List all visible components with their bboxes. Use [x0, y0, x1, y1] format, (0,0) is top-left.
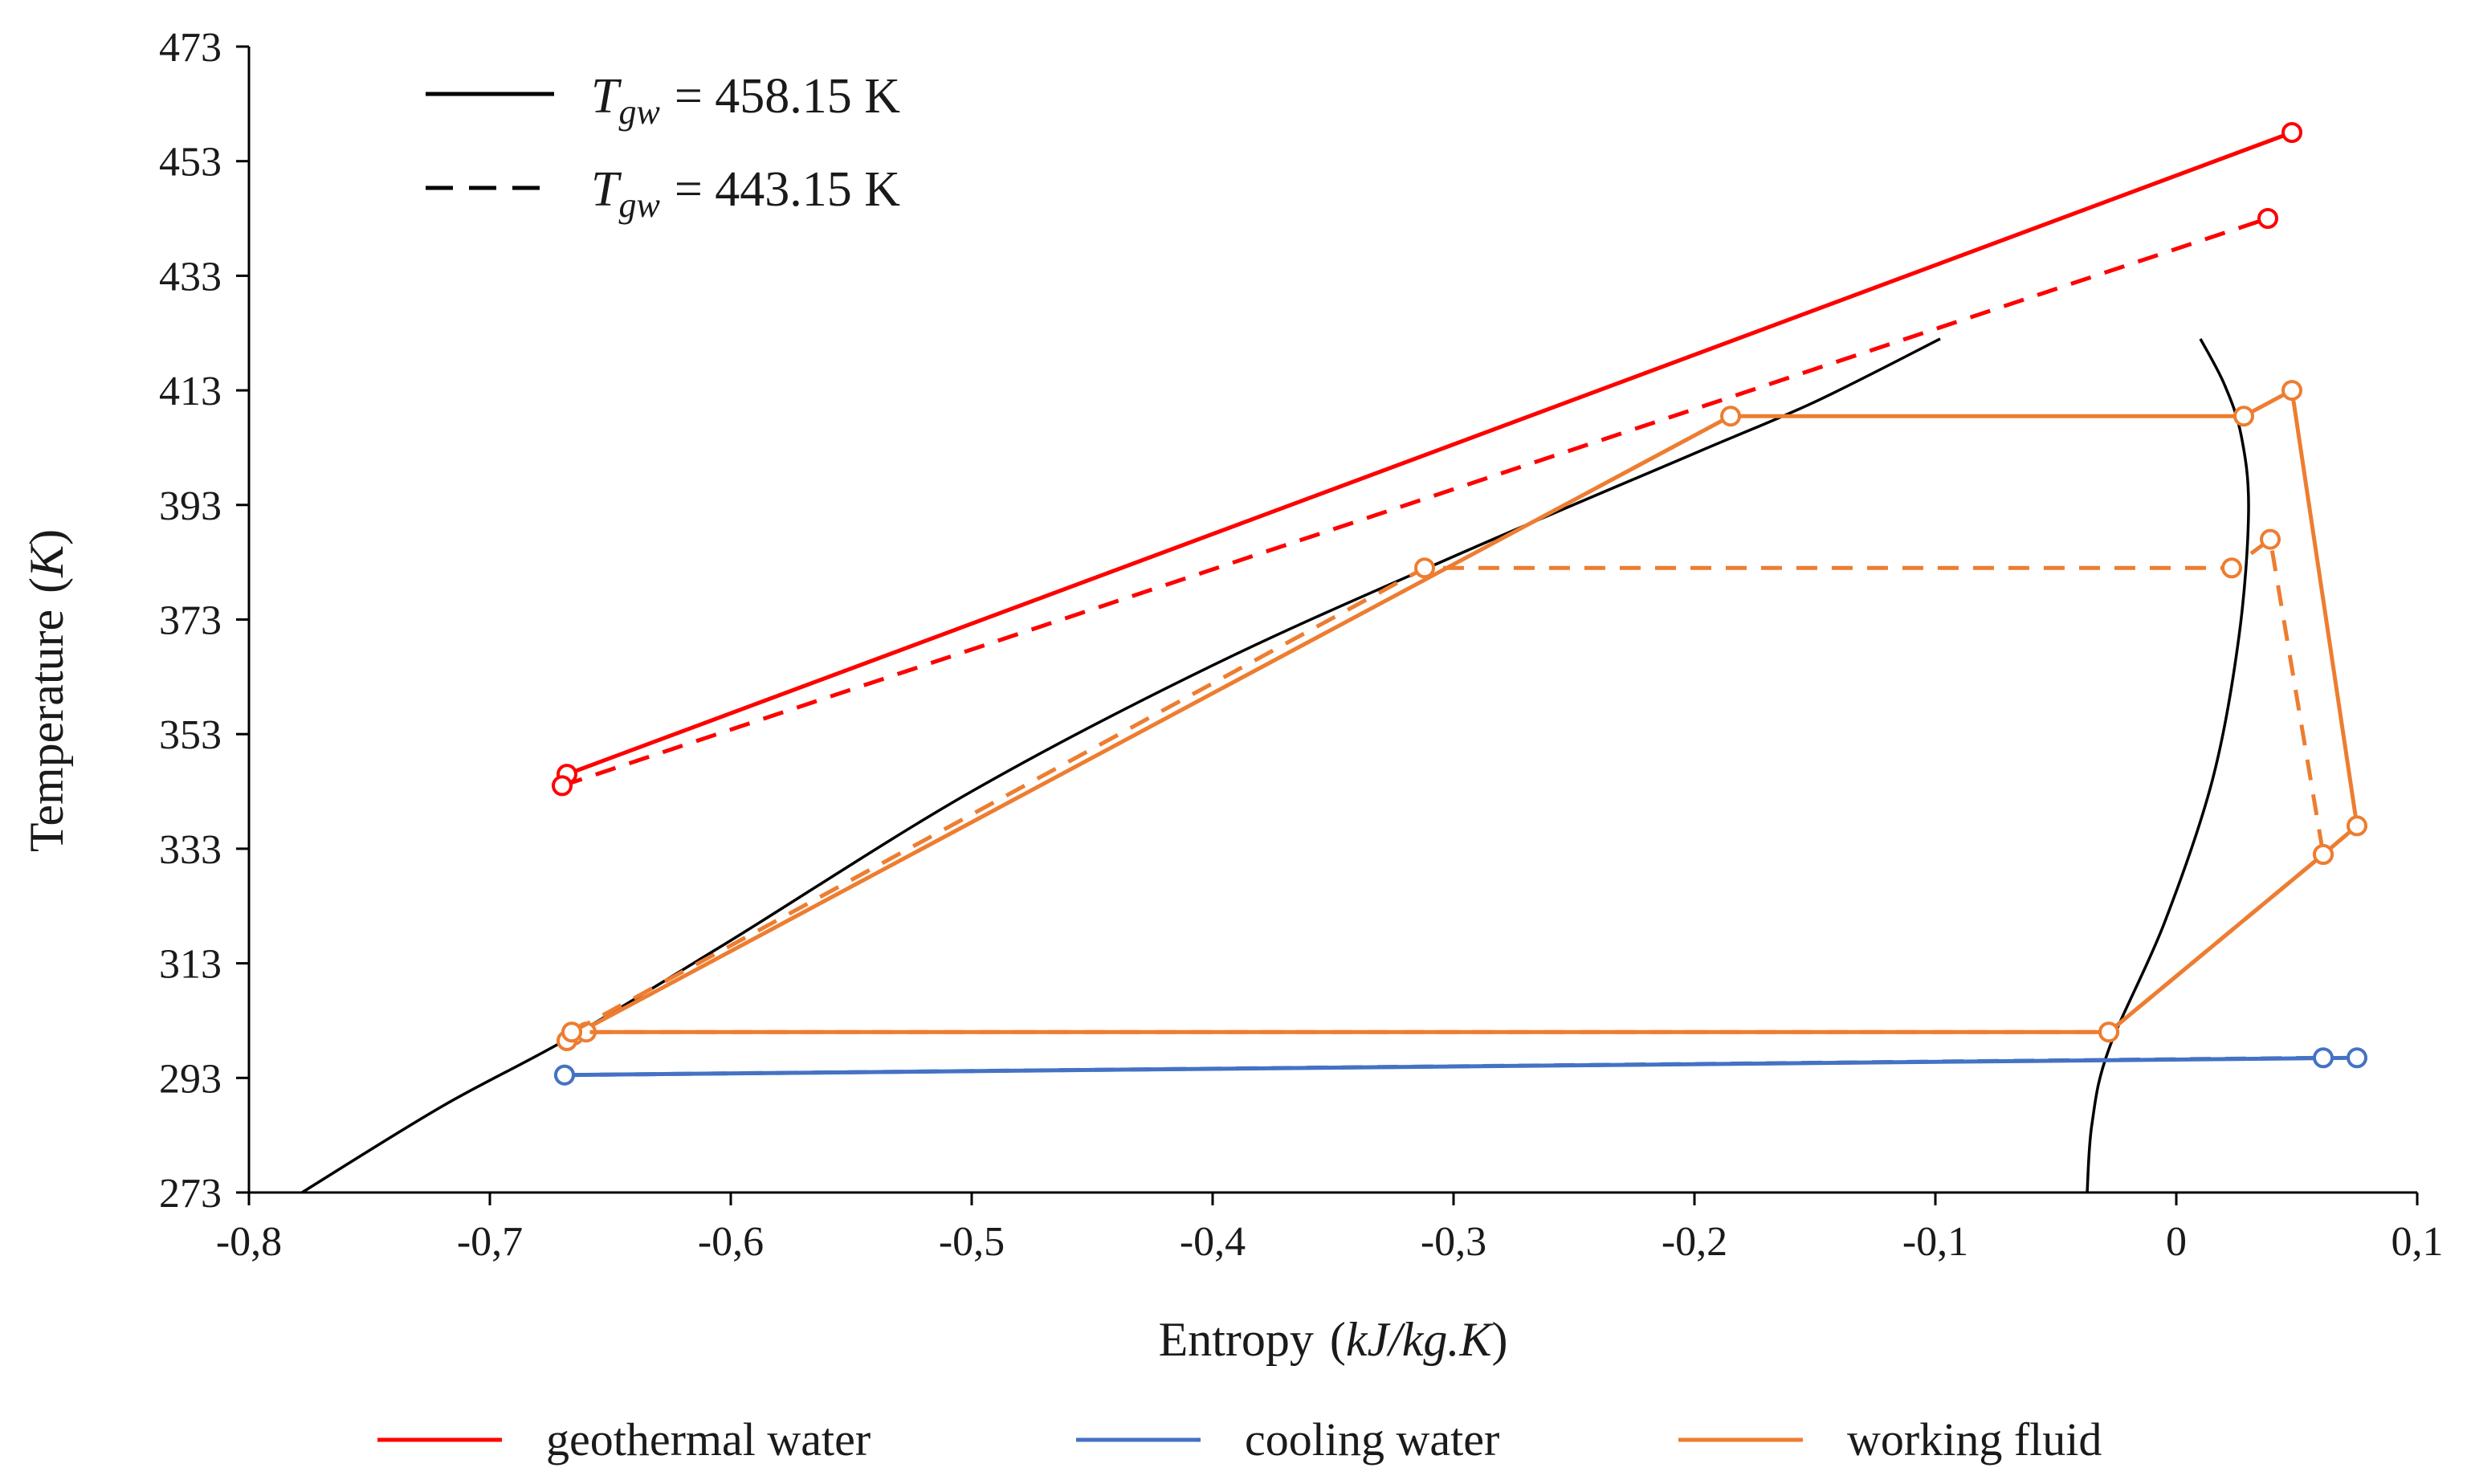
cooling-water-dashed-point	[554, 1064, 575, 1086]
dashed-style-label: Tgw = 443.15 K	[591, 162, 900, 225]
geothermal-water-dashed-point	[2257, 208, 2278, 229]
y-tick-label: 353	[159, 712, 222, 758]
x-tick-label: -0,6	[698, 1219, 764, 1265]
working-fluid-solid-point	[2233, 406, 2254, 427]
working-fluid-dashed-point	[561, 1021, 582, 1043]
working-fluid-dashed-point	[2260, 528, 2281, 550]
x-tick-label: -0,1	[1902, 1219, 1968, 1265]
cooling-water-solid-point	[2347, 1047, 2367, 1069]
x-tick-label: -0,8	[216, 1219, 282, 1265]
working-fluid-dashed-point	[2313, 844, 2334, 865]
x-axis-title: Entropy (kJ/kg.K)	[1159, 1313, 1508, 1366]
legend-label-geothermal-water: geothermal water	[546, 1413, 871, 1466]
geothermal-water-dashed-point	[552, 775, 573, 797]
cooling-water-dashed-line	[564, 1055, 2324, 1078]
x-tick-label: 0,1	[2392, 1219, 2444, 1265]
y-tick-label: 473	[159, 25, 222, 71]
y-tick-label: 393	[159, 483, 222, 529]
y-ticks: 273 293 313 333 353 373 393 413 433 453 473	[159, 25, 249, 1217]
line-style-legend: Tgw = 458.15 K Tgw = 443.15 K	[426, 69, 900, 225]
legend-label-cooling-water: cooling water	[1245, 1413, 1499, 1466]
working-fluid-dashed-point	[2221, 557, 2242, 579]
y-axis-title: Temperature(K)	[20, 529, 73, 852]
x-ticks: -0,8 -0,7 -0,6 -0,5 -0,4 -0,3 -0,2 -0,1 0 0,1	[216, 1192, 2444, 1265]
x-tick-label: -0,5	[939, 1219, 1005, 1265]
working-fluid-solid-point	[2347, 815, 2367, 837]
geothermal-water-dashed-line	[561, 216, 2269, 788]
y-tick-label: 293	[159, 1056, 222, 1102]
saturation-dome	[301, 337, 2250, 1194]
x-tick-label: -0,2	[1662, 1219, 1727, 1265]
x-tick-label: -0,7	[457, 1219, 523, 1265]
working-fluid-solid-point	[2281, 380, 2302, 402]
cooling-water-dashed-point	[2313, 1047, 2334, 1069]
saturated-vapor-line	[2086, 338, 2250, 1193]
geothermal-water-solid-line	[566, 130, 2293, 777]
y-tick-label: 333	[159, 827, 222, 873]
working-fluid-solid-point	[1720, 406, 1741, 427]
x-tick-label: 0	[2166, 1219, 2187, 1265]
y-tick-label: 453	[159, 140, 222, 186]
y-tick-label: 313	[159, 942, 222, 988]
x-tick-label: -0,4	[1180, 1219, 1246, 1265]
legend: geothermal water cooling water working f…	[377, 1413, 2102, 1466]
x-tick-label: -0,3	[1421, 1219, 1486, 1265]
y-tick-label: 433	[159, 254, 222, 300]
y-tick-label: 413	[159, 369, 222, 414]
y-tick-label: 373	[159, 598, 222, 644]
working-fluid-dashed-point	[1414, 557, 1435, 579]
series-group	[552, 122, 2367, 1086]
geothermal-water-solid-point	[2281, 122, 2302, 143]
saturated-liquid-line	[301, 337, 1941, 1194]
working-fluid-dashed-point	[2098, 1021, 2119, 1043]
legend-label-working-fluid: working fluid	[1847, 1413, 2102, 1466]
y-tick-label: 273	[159, 1171, 222, 1217]
solid-style-label: Tgw = 458.15 K	[591, 69, 900, 132]
